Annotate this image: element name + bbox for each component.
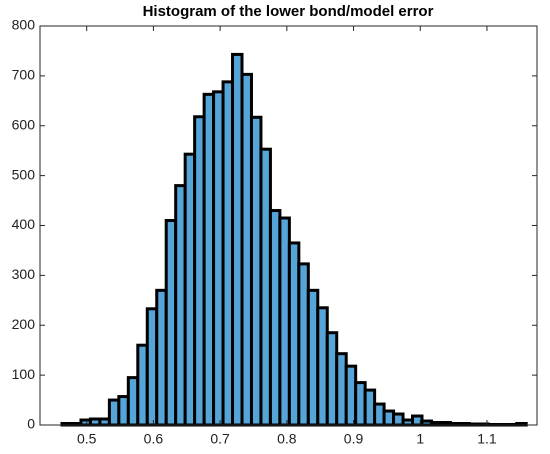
y-tick-label: 300 [12,266,36,282]
y-tick-label: 400 [12,216,36,232]
x-tick-label: 0.6 [144,431,164,447]
x-tick-label: 0.5 [77,431,97,447]
chart-title: Histogram of the lower bond/model error [143,3,434,20]
y-tick-label: 500 [12,166,36,182]
y-tick-label: 100 [12,366,36,382]
y-tick-label: 700 [12,67,36,83]
x-tick-label: 1.1 [477,431,497,447]
x-tick-label: 1 [416,431,424,447]
y-tick-label: 0 [27,416,35,432]
x-tick-label: 0.9 [344,431,364,447]
y-tick-label: 800 [12,17,36,33]
y-tick-label: 600 [12,116,36,132]
y-tick-label: 200 [12,316,36,332]
x-tick-label: 0.7 [210,431,230,447]
x-tick-label: 0.8 [277,431,297,447]
